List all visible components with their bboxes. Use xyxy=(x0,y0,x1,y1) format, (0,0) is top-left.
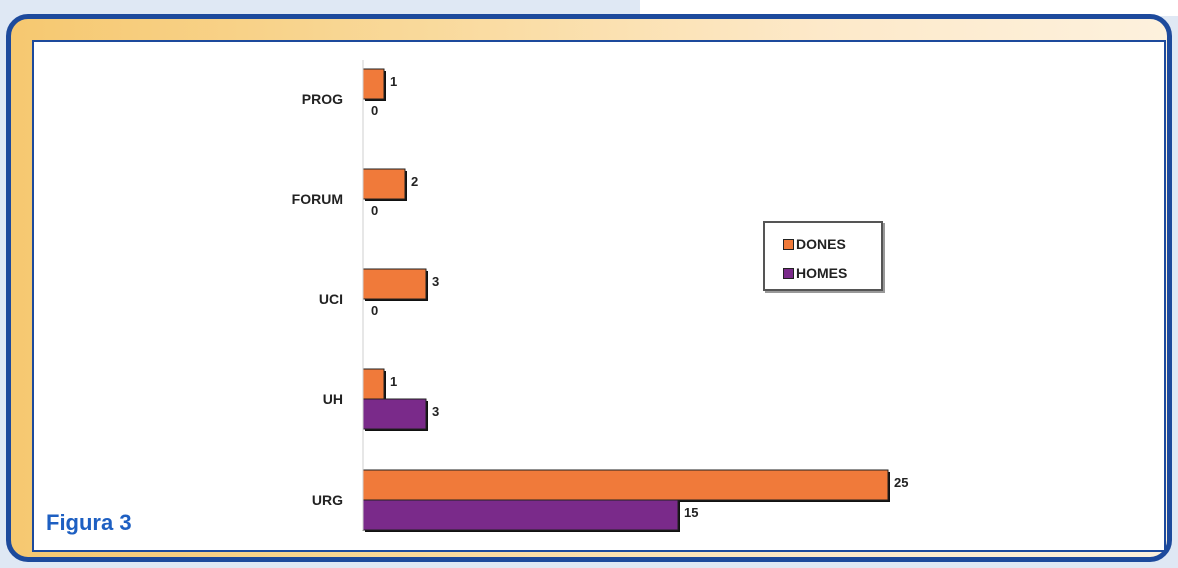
value-label-homes-forum: 0 xyxy=(371,203,378,218)
value-label-dones-prog: 1 xyxy=(390,74,397,89)
bar-dones-urg xyxy=(362,469,889,501)
value-label-homes-urg: 15 xyxy=(684,505,698,520)
figure-caption: Figura 3 xyxy=(46,510,132,535)
value-label-dones-uh: 1 xyxy=(390,374,397,389)
value-label-homes-uh: 3 xyxy=(432,404,439,419)
legend-label-dones: DONES xyxy=(796,236,846,252)
legend-swatch-homes xyxy=(783,267,794,279)
category-label-urg: URG xyxy=(312,492,343,508)
bar-dones-uh xyxy=(362,368,385,400)
bar-dones-prog xyxy=(362,68,385,100)
value-label-dones-forum: 2 xyxy=(411,174,418,189)
category-label-prog: PROG xyxy=(302,91,343,107)
legend-swatch-dones xyxy=(783,238,794,250)
chart-panel xyxy=(32,40,1166,552)
legend-item-homes: HOMES xyxy=(783,265,847,281)
legend-item-dones: DONES xyxy=(783,236,846,252)
value-label-homes-uci: 0 xyxy=(371,303,378,318)
category-label-uh: UH xyxy=(323,391,343,407)
chart-legend: DONES HOMES xyxy=(763,221,883,291)
value-label-homes-prog: 0 xyxy=(371,103,378,118)
bar-dones-uci xyxy=(362,268,427,300)
category-label-uci: UCI xyxy=(319,291,343,307)
value-label-dones-uci: 3 xyxy=(432,274,439,289)
legend-label-homes: HOMES xyxy=(796,265,848,281)
bar-homes-uh xyxy=(362,398,427,430)
bar-homes-urg xyxy=(362,499,679,531)
top-tab-strip xyxy=(640,0,1178,16)
value-label-dones-urg: 25 xyxy=(894,475,908,490)
bar-dones-forum xyxy=(362,168,406,200)
category-label-forum: FORUM xyxy=(292,191,343,207)
